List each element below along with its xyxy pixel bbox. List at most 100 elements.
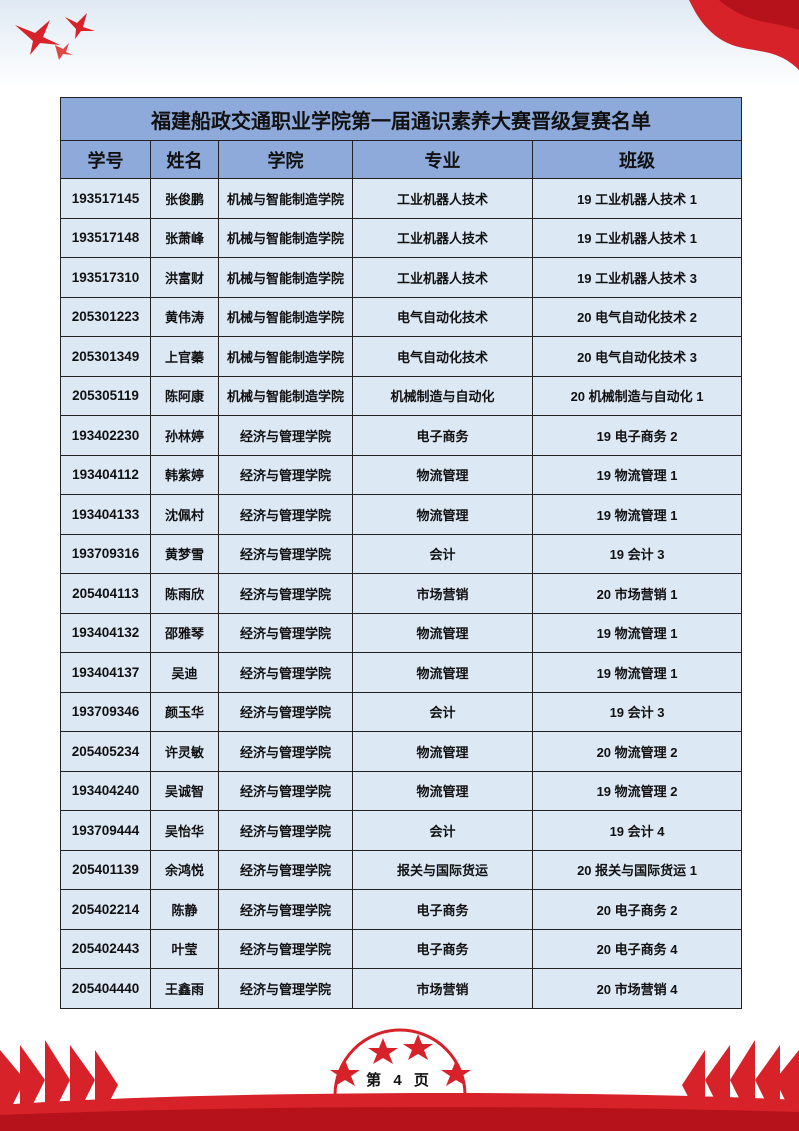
major-cell: 机械制造与自动化	[352, 375, 533, 416]
student-id-cell: 205404113	[60, 573, 151, 614]
student-id-cell: 205402443	[60, 928, 151, 969]
college-cell: 经济与管理学院	[218, 810, 353, 851]
student-id-cell: 193517310	[60, 257, 151, 298]
college-cell: 经济与管理学院	[218, 573, 353, 614]
class-cell: 19 物流管理 1	[531, 612, 743, 653]
college-cell: 机械与智能制造学院	[218, 178, 353, 219]
table-row: 205402214 陈静 经济与管理学院 电子商务 20 电子商务 2	[60, 889, 743, 930]
table-row: 193709346 颜玉华 经济与管理学院 会计 19 会计 3	[60, 691, 743, 732]
class-cell: 19 物流管理 1	[531, 454, 743, 495]
name-cell: 韩紫婷	[150, 454, 219, 495]
student-id-cell: 205401139	[60, 849, 151, 890]
top-background	[0, 0, 799, 90]
column-headers: 学号 姓名 学院 专业 班级	[60, 140, 743, 179]
student-id-cell: 193517148	[60, 217, 151, 258]
class-cell: 20 机械制造与自动化 1	[531, 375, 743, 416]
table-row: 193517145 张俊鹏 机械与智能制造学院 工业机器人技术 19 工业机器人技术 1	[60, 178, 743, 219]
name-cell: 陈雨欣	[150, 573, 219, 614]
name-cell: 洪富财	[150, 257, 219, 298]
table-body: 193517145 张俊鹏 机械与智能制造学院 工业机器人技术 19 工业机器人技术 1…	[60, 178, 743, 1009]
class-cell: 20 报关与国际货运 1	[531, 849, 743, 890]
name-cell: 吴诚智	[150, 770, 219, 811]
major-cell: 电子商务	[352, 928, 533, 969]
college-cell: 机械与智能制造学院	[218, 217, 353, 258]
major-cell: 会计	[352, 691, 533, 732]
name-cell: 黄梦雪	[150, 533, 219, 574]
table-row: 193404133 沈佩村 经济与管理学院 物流管理 19 物流管理 1	[60, 494, 743, 535]
name-cell: 许灵敏	[150, 731, 219, 772]
name-cell: 余鸿悦	[150, 849, 219, 890]
college-cell: 经济与管理学院	[218, 494, 353, 535]
stars-icon	[330, 1034, 471, 1086]
student-id-cell: 205305119	[60, 375, 151, 416]
college-cell: 经济与管理学院	[218, 533, 353, 574]
student-id-cell: 193709444	[60, 810, 151, 851]
major-cell: 物流管理	[352, 731, 533, 772]
red-flags-right-icon	[682, 1040, 799, 1110]
college-cell: 经济与管理学院	[218, 849, 353, 890]
student-id-cell: 205301349	[60, 336, 151, 377]
table-row: 193517148 张萧峰 机械与智能制造学院 工业机器人技术 19 工业机器人技术 1	[60, 217, 743, 258]
column-header: 专业	[352, 140, 533, 179]
college-cell: 机械与智能制造学院	[218, 257, 353, 298]
class-cell: 20 电气自动化技术 3	[531, 336, 743, 377]
table-row: 205301223 黄伟涛 机械与智能制造学院 电气自动化技术 20 电气自动化技术 2	[60, 296, 743, 337]
college-cell: 经济与管理学院	[218, 770, 353, 811]
major-cell: 会计	[352, 533, 533, 574]
table-row: 205305119 陈阿康 机械与智能制造学院 机械制造与自动化 20 机械制造与自动化…	[60, 375, 743, 416]
student-id-cell: 193404132	[60, 612, 151, 653]
major-cell: 物流管理	[352, 652, 533, 693]
college-cell: 经济与管理学院	[218, 928, 353, 969]
class-cell: 20 物流管理 2	[531, 731, 743, 772]
class-cell: 20 电子商务 2	[531, 889, 743, 930]
class-cell: 19 会计 4	[531, 810, 743, 851]
college-cell: 经济与管理学院	[218, 731, 353, 772]
major-cell: 电气自动化技术	[352, 296, 533, 337]
major-cell: 物流管理	[352, 612, 533, 653]
student-id-cell: 205301223	[60, 296, 151, 337]
table-row: 193709316 黄梦雪 经济与管理学院 会计 19 会计 3	[60, 533, 743, 574]
table-row: 193404132 邵雅琴 经济与管理学院 物流管理 19 物流管理 1	[60, 612, 743, 653]
college-cell: 机械与智能制造学院	[218, 375, 353, 416]
name-cell: 王鑫雨	[150, 968, 219, 1009]
class-cell: 20 电子商务 4	[531, 928, 743, 969]
major-cell: 电气自动化技术	[352, 336, 533, 377]
name-cell: 沈佩村	[150, 494, 219, 535]
name-cell: 吴怡华	[150, 810, 219, 851]
name-cell: 孙林婷	[150, 415, 219, 456]
table-row: 193402230 孙林婷 经济与管理学院 电子商务 19 电子商务 2	[60, 415, 743, 456]
class-cell: 20 市场营销 4	[531, 968, 743, 1009]
column-header: 姓名	[150, 140, 219, 179]
qualifier-list-table: 福建船政交通职业学院第一届通识素养大赛晋级复赛名单 学号 姓名 学院 专业 班级 193…	[59, 97, 743, 1009]
bottom-decoration	[0, 1028, 799, 1131]
college-cell: 机械与智能制造学院	[218, 336, 353, 377]
major-cell: 物流管理	[352, 454, 533, 495]
table-row: 205401139 余鸿悦 经济与管理学院 报关与国际货运 20 报关与国际货运 1	[60, 849, 743, 890]
student-id-cell: 205404440	[60, 968, 151, 1009]
college-cell: 经济与管理学院	[218, 612, 353, 653]
column-header: 班级	[531, 140, 743, 179]
student-id-cell: 193404137	[60, 652, 151, 693]
student-id-cell: 205402214	[60, 889, 151, 930]
name-cell: 张萧峰	[150, 217, 219, 258]
college-cell: 经济与管理学院	[218, 968, 353, 1009]
class-cell: 19 工业机器人技术 1	[531, 217, 743, 258]
major-cell: 物流管理	[352, 494, 533, 535]
table-title: 福建船政交通职业学院第一届通识素养大赛晋级复赛名单	[59, 97, 743, 141]
student-id-cell: 193402230	[60, 415, 151, 456]
student-id-cell: 193709346	[60, 691, 151, 732]
name-cell: 陈静	[150, 889, 219, 930]
student-id-cell: 205405234	[60, 731, 151, 772]
major-cell: 会计	[352, 810, 533, 851]
major-cell: 物流管理	[352, 770, 533, 811]
red-flags-left-icon	[0, 1040, 118, 1110]
table-row: 205402443 叶莹 经济与管理学院 电子商务 20 电子商务 4	[60, 928, 743, 969]
student-id-cell: 193404133	[60, 494, 151, 535]
red-flag-top-icon	[689, 0, 799, 70]
college-cell: 经济与管理学院	[218, 652, 353, 693]
table-row: 205404113 陈雨欣 经济与管理学院 市场营销 20 市场营销 1	[60, 573, 743, 614]
name-cell: 颜玉华	[150, 691, 219, 732]
major-cell: 电子商务	[352, 415, 533, 456]
major-cell: 工业机器人技术	[352, 257, 533, 298]
student-id-cell: 193709316	[60, 533, 151, 574]
